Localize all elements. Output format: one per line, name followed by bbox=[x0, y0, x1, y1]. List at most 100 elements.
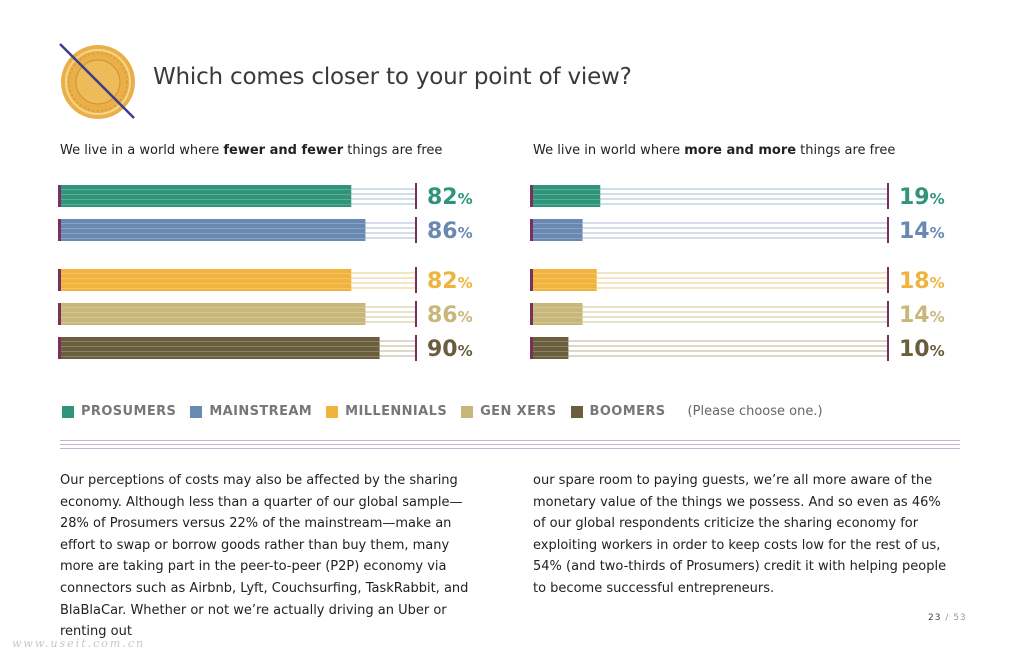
value-label-left-boomers: 90% bbox=[427, 337, 473, 362]
bar-texture-line bbox=[61, 288, 352, 289]
bar-end-tick bbox=[887, 267, 889, 293]
bar-texture-line bbox=[533, 351, 569, 352]
bar-start-tick bbox=[530, 269, 533, 291]
value-number: 18 bbox=[899, 269, 930, 294]
bar-right-gen-xers bbox=[533, 303, 583, 325]
bar-texture-line bbox=[61, 223, 366, 224]
value-unit: % bbox=[930, 342, 945, 360]
bar-texture-line bbox=[533, 189, 601, 190]
legend-swatch-boomers bbox=[570, 405, 583, 418]
bar-start-tick bbox=[58, 185, 61, 207]
bar-right-prosumers bbox=[533, 185, 601, 207]
bar-left-gen-xers bbox=[61, 303, 366, 325]
value-label-right-prosumers: 19% bbox=[899, 185, 945, 210]
value-label-left-millennials: 82% bbox=[427, 269, 473, 294]
chart-left-title-emphasis: fewer and fewer bbox=[223, 143, 344, 158]
bar-row-mainstream: 86% bbox=[58, 217, 473, 244]
bar-track-stripe bbox=[533, 222, 887, 224]
bar-end-tick bbox=[415, 335, 417, 361]
bar-start-tick bbox=[530, 337, 533, 359]
bar-texture-line bbox=[61, 307, 366, 308]
legend-item-mainstream: MAINSTREAM bbox=[190, 404, 312, 419]
watermark: www.useit.com.cn bbox=[12, 637, 146, 650]
bar-track-stripe bbox=[533, 306, 887, 308]
bar-track-stripe bbox=[533, 272, 887, 274]
value-unit: % bbox=[458, 308, 473, 326]
bar-texture-line bbox=[533, 341, 569, 342]
bar-texture-line bbox=[61, 238, 366, 239]
bar-texture-line bbox=[533, 312, 583, 313]
bar-texture-line bbox=[533, 228, 583, 229]
page-total: 53 bbox=[953, 613, 967, 623]
chart-legend: PROSUMERS MAINSTREAM MILLENNIALS GEN XER… bbox=[62, 404, 823, 419]
page-title: Which comes closer to your point of view… bbox=[153, 64, 632, 90]
legend-swatch-gen-xers bbox=[461, 405, 474, 418]
bar-texture-line bbox=[533, 238, 583, 239]
bar-texture-line bbox=[533, 278, 597, 279]
bar-row-millennials: 82% bbox=[58, 267, 473, 294]
bar-left-mainstream bbox=[61, 219, 366, 241]
bar-texture-line bbox=[61, 204, 352, 205]
bar-end-tick bbox=[887, 183, 889, 209]
bar-right-boomers bbox=[533, 337, 569, 359]
bar-row-mainstream: 14% bbox=[530, 217, 945, 244]
bar-track-stripe bbox=[533, 237, 887, 239]
value-label-left-mainstream: 86% bbox=[427, 219, 473, 244]
bar-texture-line bbox=[61, 273, 352, 274]
value-unit: % bbox=[930, 308, 945, 326]
chart-right-title-emphasis: more and more bbox=[684, 143, 797, 158]
legend-item-boomers: BOOMERS bbox=[570, 404, 666, 419]
bar-texture-line bbox=[61, 317, 366, 318]
value-number: 86 bbox=[427, 303, 458, 328]
value-unit: % bbox=[930, 190, 945, 208]
bar-track-stripe bbox=[533, 193, 887, 195]
legend-swatch-millennials bbox=[326, 405, 339, 418]
bar-texture-line bbox=[533, 307, 583, 308]
bar-texture-line bbox=[533, 199, 601, 200]
legend-label-millennials: MILLENNIALS bbox=[345, 404, 448, 419]
legend-swatch-mainstream bbox=[190, 405, 203, 418]
bar-start-tick bbox=[58, 303, 61, 325]
bar-track-stripe bbox=[533, 340, 887, 342]
bar-texture-line bbox=[61, 278, 352, 279]
bar-end-tick bbox=[887, 335, 889, 361]
bar-track-stripe bbox=[533, 203, 887, 205]
legend-item-prosumers: PROSUMERS bbox=[62, 404, 176, 419]
bar-track-stripe bbox=[533, 355, 887, 357]
chart-left-title: We live in a world where fewer and fewer… bbox=[60, 143, 442, 158]
value-label-left-gen-xers: 86% bbox=[427, 303, 473, 328]
bar-track-stripe bbox=[533, 188, 887, 190]
bar-texture-line bbox=[533, 273, 597, 274]
value-unit: % bbox=[930, 274, 945, 292]
bar-left-boomers bbox=[61, 337, 380, 359]
page-number: 23 / 53 bbox=[928, 613, 967, 623]
legend-swatch-prosumers bbox=[62, 405, 74, 418]
bar-texture-line bbox=[533, 194, 601, 195]
bar-end-tick bbox=[415, 267, 417, 293]
value-number: 90 bbox=[427, 337, 458, 362]
bar-texture-line bbox=[61, 312, 366, 313]
section-divider bbox=[60, 440, 960, 449]
legend-note: (Please choose one.) bbox=[687, 404, 823, 419]
value-number: 19 bbox=[899, 185, 930, 210]
bar-track-stripe bbox=[533, 232, 887, 234]
value-number: 14 bbox=[899, 303, 930, 328]
bar-texture-line bbox=[533, 204, 601, 205]
bar-row-boomers: 90% bbox=[58, 335, 473, 362]
value-label-right-mainstream: 14% bbox=[899, 219, 945, 244]
bar-left-millennials bbox=[61, 269, 352, 291]
bar-track-stripe bbox=[533, 316, 887, 318]
chart-right: 19%14%18%14%10% bbox=[530, 183, 945, 362]
value-number: 14 bbox=[899, 219, 930, 244]
bar-row-prosumers: 19% bbox=[530, 183, 945, 210]
bar-texture-line bbox=[533, 223, 583, 224]
bar-row-gen-xers: 86% bbox=[58, 301, 473, 328]
bar-track-stripe bbox=[533, 350, 887, 352]
struck-coin-icon bbox=[59, 43, 135, 119]
bar-row-boomers: 10% bbox=[530, 335, 945, 362]
legend-label-gen-xers: GEN XERS bbox=[480, 404, 557, 419]
chart-left-title-post: things are free bbox=[343, 143, 443, 158]
legend-item-gen-xers: GEN XERS bbox=[461, 404, 556, 419]
bar-row-millennials: 18% bbox=[530, 267, 945, 294]
bar-right-mainstream bbox=[533, 219, 583, 241]
